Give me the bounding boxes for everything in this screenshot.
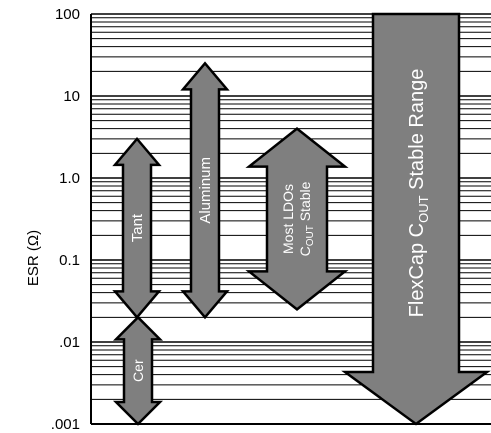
arrow-label: Aluminum <box>197 157 214 224</box>
arrow-tant: Tant <box>112 136 162 320</box>
y-axis-title: ESR (Ω) <box>25 230 42 286</box>
arrow-aluminum: Aluminum <box>180 61 230 320</box>
arrow-label: FlexCap COUT Stable Range <box>406 69 431 318</box>
arrow-flexcap-cout-stable-range: FlexCap COUT Stable Range <box>341 12 491 426</box>
arrow-shape <box>112 136 162 320</box>
y-tick-label: 0.1 <box>59 252 80 269</box>
arrow-shape <box>245 127 349 311</box>
y-tick-label: .001 <box>51 416 80 433</box>
arrow-shape <box>180 61 230 320</box>
y-tick-label: 100 <box>55 6 80 23</box>
arrow-label: Most LDOsCOUT Stable <box>280 181 316 256</box>
arrow-cer: Cer <box>112 315 164 426</box>
arrow-label: Tant <box>129 213 146 242</box>
arrow-shape <box>341 12 491 426</box>
y-tick-label: 1.0 <box>59 170 80 187</box>
range-arrows: Cer Tant Aluminum Most LDOsCOUT Stable FlexC… <box>112 12 491 426</box>
y-tick-label: 10 <box>63 88 80 105</box>
arrow-most-ldos-cout-stable: Most LDOsCOUT Stable <box>245 127 349 311</box>
y-tick-labels: 100 10 1.0 0.1 .01 .001 <box>51 6 80 433</box>
arrow-label: Cer <box>130 359 146 382</box>
y-tick-label: .01 <box>59 334 80 351</box>
